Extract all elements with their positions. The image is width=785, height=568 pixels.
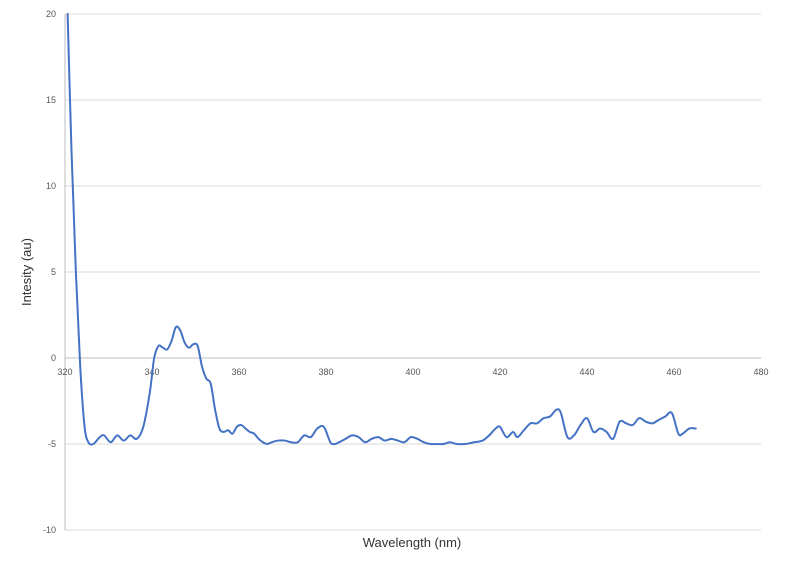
y-tick-label: -5 xyxy=(48,439,56,449)
x-tick-label: 420 xyxy=(492,367,507,377)
x-tick-label: 440 xyxy=(579,367,594,377)
x-tick-label: 400 xyxy=(405,367,420,377)
y-tick-label: 0 xyxy=(51,353,56,363)
x-tick-label: 360 xyxy=(231,367,246,377)
y-tick-label: 10 xyxy=(46,181,56,191)
x-axis-title: Wavelength (nm) xyxy=(363,535,462,550)
y-tick-label: 15 xyxy=(46,95,56,105)
y-tick-label: -10 xyxy=(43,525,56,535)
y-tick-label: 20 xyxy=(46,9,56,19)
horizontal-gridlines xyxy=(65,13,761,531)
series-line xyxy=(66,13,697,446)
y-tick-labels: -10 -5 0 5 10 15 20 xyxy=(43,9,56,535)
x-tick-label: 380 xyxy=(318,367,333,377)
x-tick-label: 480 xyxy=(753,367,768,377)
y-axis-title: Intesity (au) xyxy=(19,238,34,306)
x-tick-label: 320 xyxy=(57,367,72,377)
y-tick-label: 5 xyxy=(51,267,56,277)
x-tick-label: 460 xyxy=(666,367,681,377)
x-tick-labels: 320 340 360 380 400 420 440 460 480 xyxy=(57,367,768,377)
